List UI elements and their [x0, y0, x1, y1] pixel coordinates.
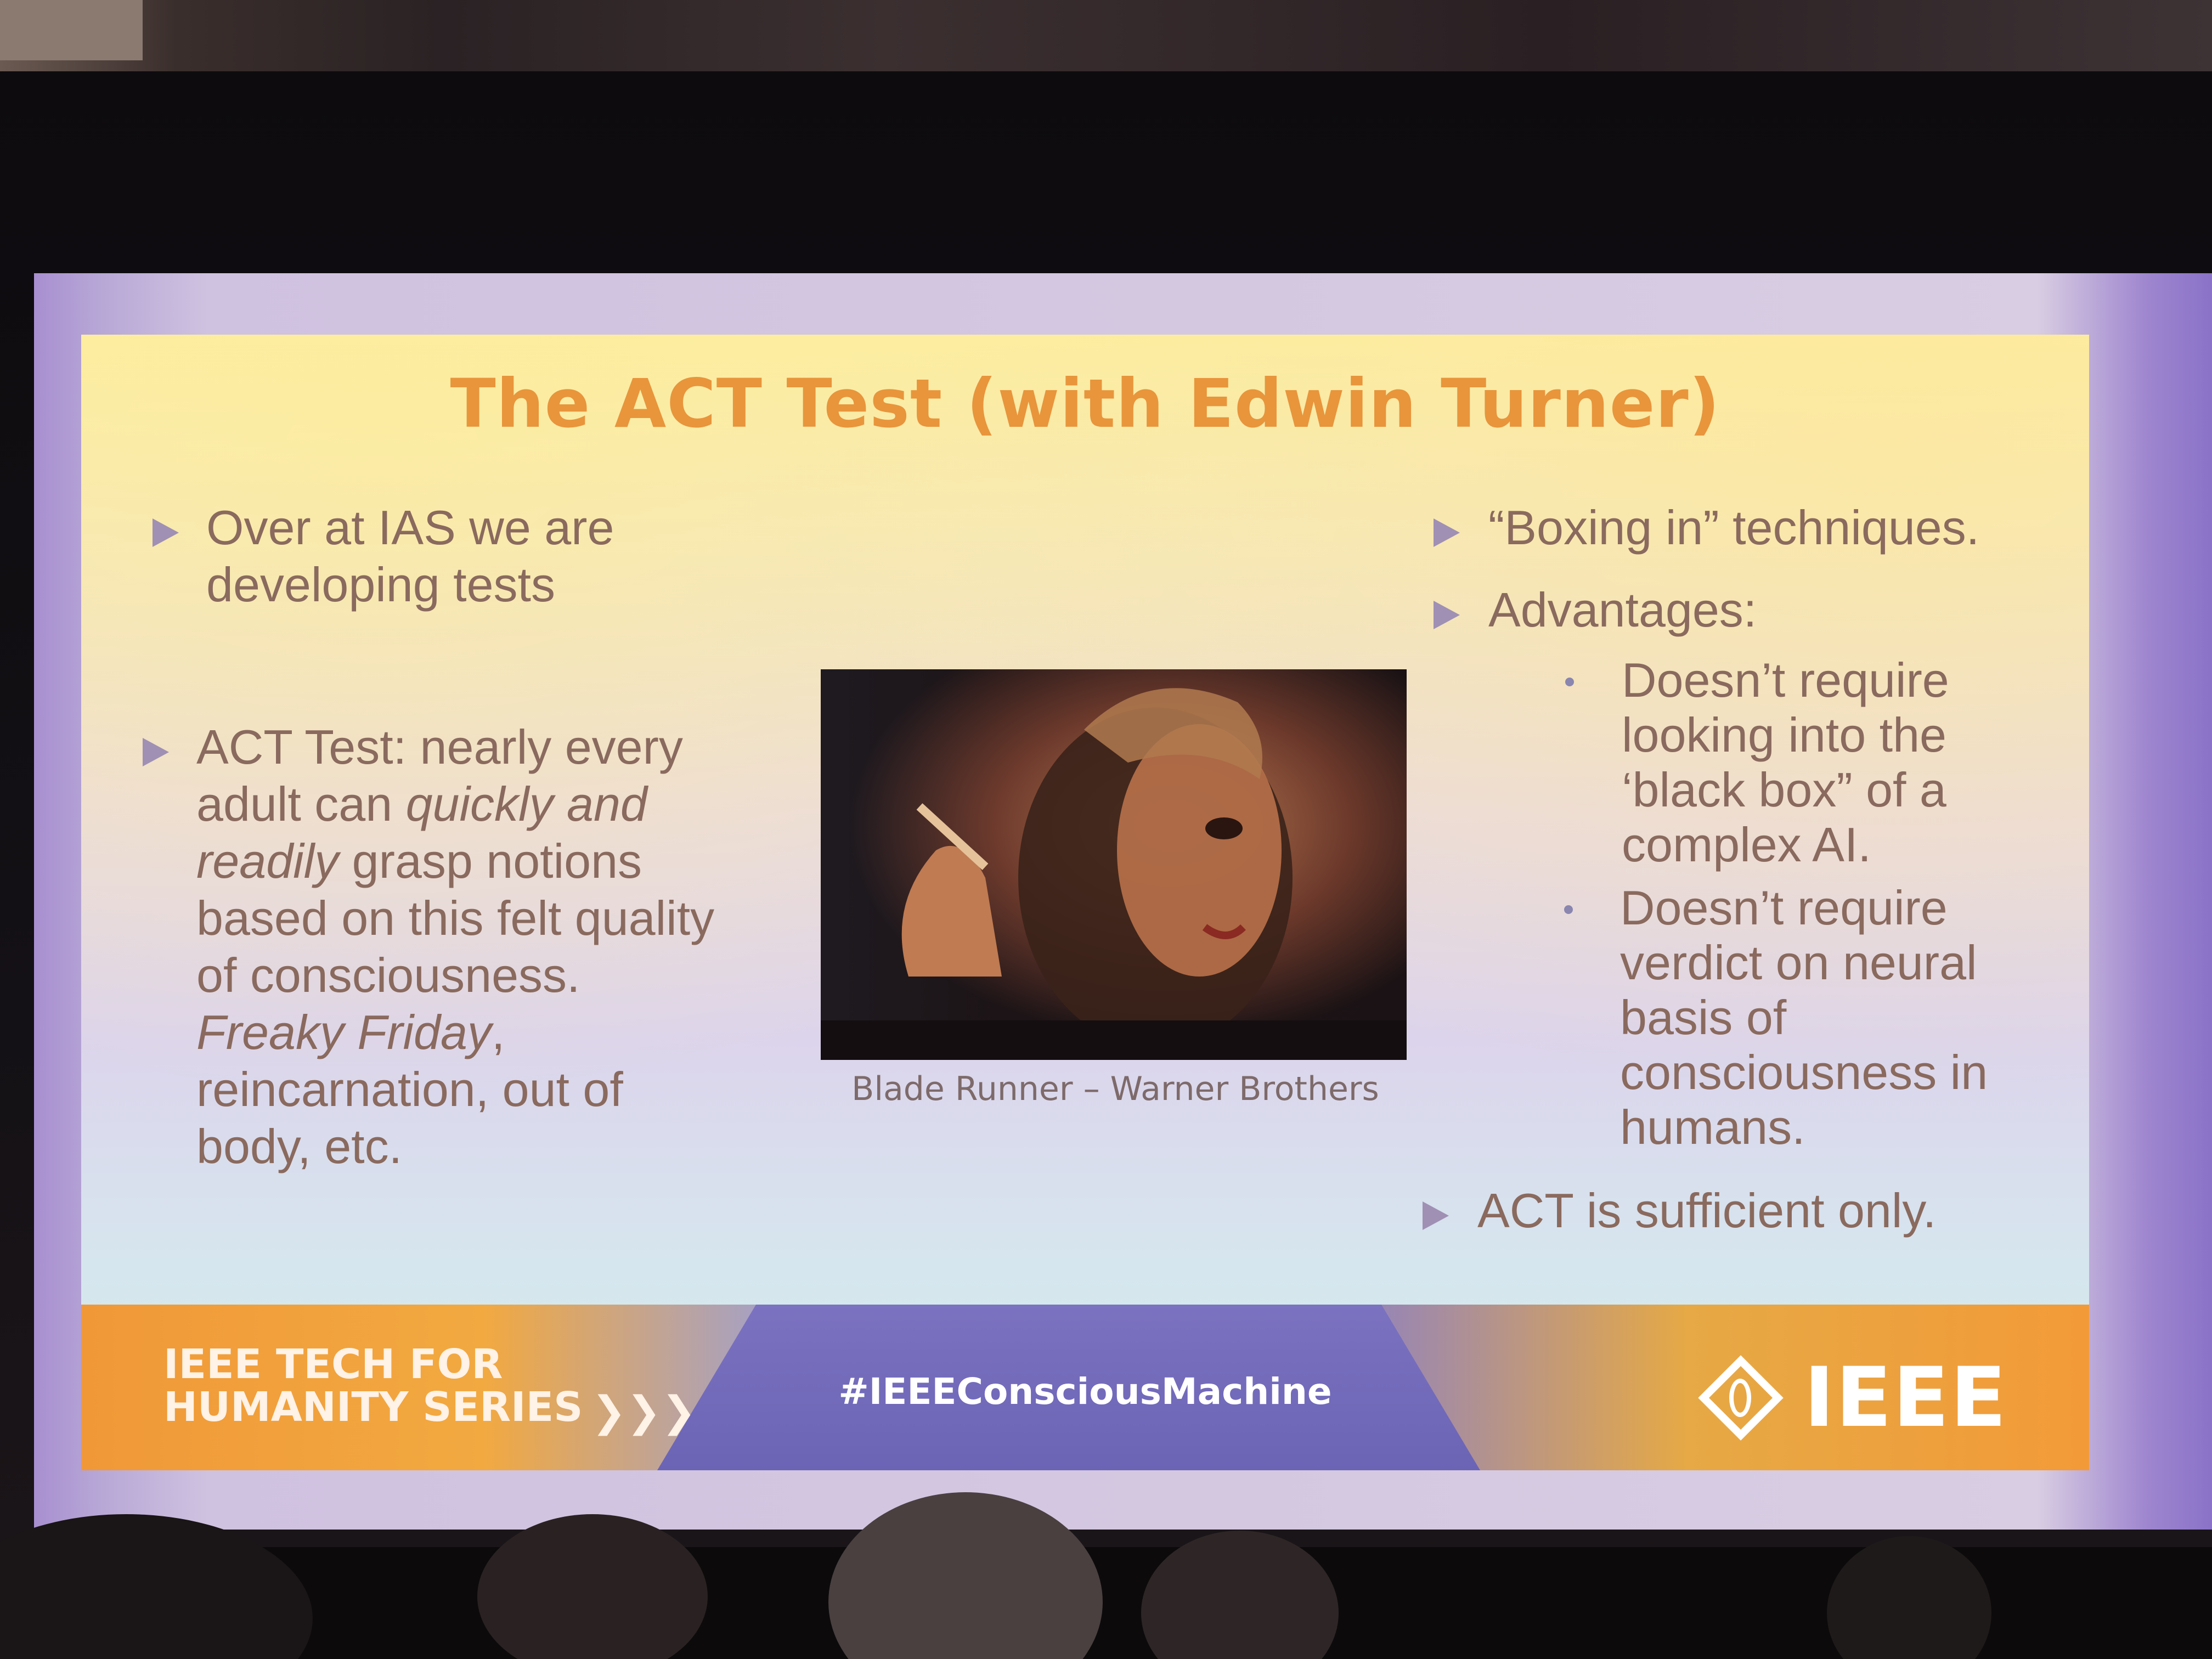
right-bullet-2: Advantages:	[1488, 583, 1757, 637]
dot-bullet-icon	[1565, 678, 1574, 686]
left-bullet-2-line-8: body, etc.	[196, 1119, 403, 1173]
sub-bullet-1-line-2: looking into the	[1622, 708, 1946, 762]
left-bullet-2-line-3: readily grasp notions	[196, 833, 714, 890]
ceiling-beam	[0, 0, 143, 60]
footer-center-band	[657, 1305, 1480, 1470]
sub-bullet-1-line-1: Doesn’t require	[1622, 653, 1949, 707]
arrow-bullet-icon	[1434, 601, 1460, 629]
left-bullet-2-line-1: ACT Test: nearly every	[196, 720, 683, 774]
series-title: IEEE TECH FOR HUMANITY SERIES	[163, 1343, 583, 1429]
arrow-bullet-icon	[153, 518, 179, 547]
sub-bullet-2-line-1: Doesn’t require	[1620, 881, 1948, 935]
sub-bullet-2-line-3: basis of	[1620, 990, 1787, 1045]
series-title-line-2: HUMANITY SERIES	[163, 1384, 583, 1431]
audience-silhouettes	[0, 1492, 2212, 1659]
italic-run: readily	[196, 834, 339, 888]
left-bullet-2-line-6: Freaky Friday,	[196, 1004, 714, 1061]
left-bullet-1-line-1: Over at IAS we are	[206, 500, 614, 555]
right-bullet-1: “Boxing in” techniques.	[1488, 500, 1980, 555]
sub-bullet-1-line-3: ‘black box” of a	[1622, 763, 1946, 817]
sub-bullet-1-line-4: complex AI.	[1622, 817, 1871, 872]
chevrons-icon: ❯❯❯	[591, 1387, 697, 1436]
dot-bullet-icon	[1564, 905, 1573, 914]
ieee-diamond-inner-icon	[1729, 1379, 1751, 1417]
last-bullet: ACT is sufficient only.	[1477, 1183, 1937, 1238]
series-title-line-1: IEEE TECH FOR	[163, 1341, 503, 1388]
blade-runner-photo	[821, 669, 1407, 1060]
photo-illustration	[821, 669, 1407, 1060]
text-run: ,	[491, 1005, 505, 1059]
text-run: adult can	[196, 777, 406, 831]
left-bullet-2-line-2: adult can quickly and	[196, 776, 714, 833]
arrow-bullet-icon	[1434, 518, 1460, 547]
italic-run: quickly and	[405, 777, 647, 831]
left-bullet-2-line-7: reincarnation, out of	[196, 1062, 623, 1116]
arrow-bullet-icon	[1423, 1201, 1449, 1230]
sub-bullet-2-line-2: verdict on neural	[1620, 935, 1977, 990]
hashtag: #IEEEConsciousMachine	[838, 1370, 1332, 1413]
ceiling	[0, 0, 2212, 71]
arrow-bullet-icon	[143, 738, 169, 766]
slide-title: The ACT Test (with Edwin Turner)	[450, 365, 1720, 443]
sub-bullet-2: Doesn’t require verdict on neural basis …	[1620, 881, 1988, 1155]
slide-footer: IEEE TECH FOR HUMANITY SERIES ❯❯❯ #IEEEC…	[81, 1305, 2089, 1470]
left-bullet-2-line-4: based on this felt quality	[196, 891, 715, 945]
left-bullet-2: ACT Test: nearly every adult can quickly…	[196, 719, 714, 1175]
italic-run: Freaky Friday	[196, 1005, 492, 1059]
ieee-logo: IEEE	[1698, 1350, 2051, 1446]
left-bullet-1-line-2: developing tests	[206, 557, 555, 612]
sub-bullet-2-line-5: humans.	[1620, 1100, 1805, 1154]
text-run: grasp notions	[338, 834, 642, 888]
left-bullet-2-line-5: of consciousness.	[196, 948, 580, 1002]
ieee-logo-text: IEEE	[1804, 1350, 2008, 1446]
presentation-slide: The ACT Test (with Edwin Turner) Over at…	[81, 335, 2089, 1470]
image-caption: Blade Runner – Warner Brothers	[851, 1070, 1379, 1108]
sub-bullet-2-line-4: consciousness in	[1620, 1045, 1988, 1099]
sub-bullet-1: Doesn’t require looking into the ‘black …	[1622, 653, 1949, 872]
left-bullet-1: Over at IAS we are developing tests	[206, 499, 614, 613]
